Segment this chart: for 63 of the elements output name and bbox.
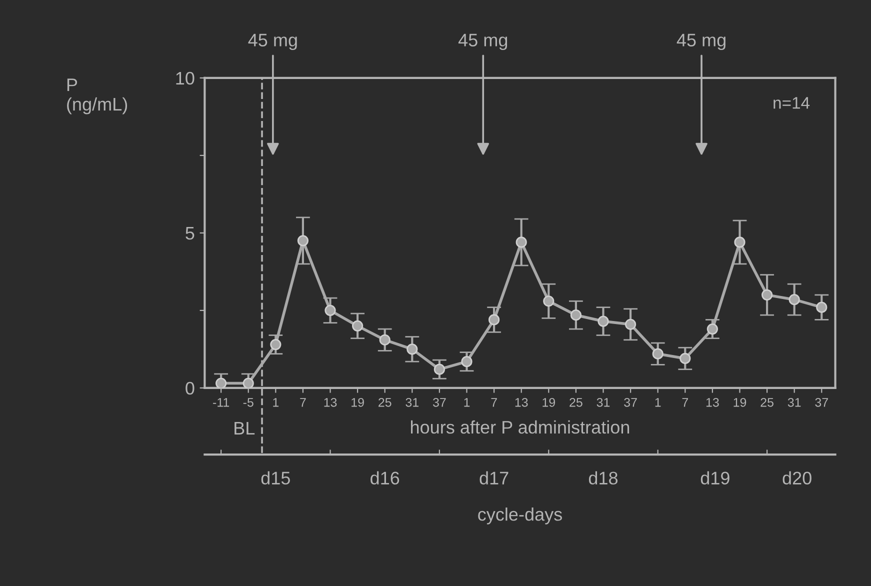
y-axis-title: P (ng/mL) (67, 78, 128, 114)
point (216, 378, 227, 388)
x-tick-label: 1 (655, 398, 661, 407)
text: 45 mg (458, 34, 508, 50)
point (734, 236, 746, 248)
x-tick-label: 1 (464, 398, 470, 407)
y-tick-label: 10 (176, 72, 194, 85)
x-tick-label: 25 (570, 398, 582, 407)
text: BL (234, 422, 255, 434)
y-tick-label: 0 (186, 382, 194, 395)
x-tick-label: 19 (352, 398, 364, 407)
point (543, 296, 554, 307)
text: d18 (588, 471, 618, 485)
point (706, 323, 718, 335)
x2-axis-title: cycle-days (478, 508, 562, 524)
x-tick-label: 37 (815, 398, 828, 407)
point (242, 378, 254, 388)
point (761, 289, 773, 300)
x-tick-label: 31 (406, 398, 418, 407)
x-axis-title: hours after P administration (411, 420, 630, 434)
x-tick-label: 19 (542, 398, 556, 407)
x-tick-label: 7 (682, 398, 688, 407)
x-tick-label: 7 (491, 398, 497, 407)
x-tick-label: 25 (760, 398, 774, 407)
x-tick-label: 13 (515, 398, 528, 407)
point (270, 338, 282, 350)
text: d20 (782, 471, 812, 485)
text: d19 (700, 471, 730, 485)
point (297, 235, 309, 246)
x-tick-label: 31 (788, 398, 801, 407)
point (379, 334, 390, 346)
point (516, 236, 527, 248)
text: d17 (480, 471, 508, 485)
x-tick-label: 1 (273, 398, 279, 407)
x-tick-label: 31 (596, 398, 610, 407)
annotation: n=14 (774, 97, 810, 109)
point (324, 304, 336, 316)
x-tick-label: 37 (624, 398, 637, 407)
point (788, 294, 800, 306)
point (488, 314, 500, 326)
point (652, 348, 664, 360)
x-tick-label: 25 (378, 398, 392, 407)
y-tick-label: 5 (186, 227, 194, 240)
x-tick-label: -5 (243, 398, 254, 407)
point (816, 302, 828, 313)
point (461, 356, 472, 368)
point (598, 316, 609, 327)
point (352, 320, 364, 332)
text: 45 mg (676, 34, 726, 50)
text: d16 (370, 471, 400, 485)
point (570, 310, 582, 321)
x-tick-label: 13 (324, 398, 337, 407)
point (680, 352, 691, 364)
x-tick-label: 19 (734, 398, 746, 407)
x-tick-label: 37 (432, 398, 446, 407)
point (406, 344, 418, 355)
point (624, 318, 636, 330)
x-tick-label: 7 (300, 398, 306, 407)
x-tick-label: 13 (706, 398, 719, 407)
point (434, 364, 446, 375)
text: 45 mg (248, 34, 297, 50)
text: d15 (261, 471, 290, 485)
x-tick-label: -11 (213, 398, 230, 407)
